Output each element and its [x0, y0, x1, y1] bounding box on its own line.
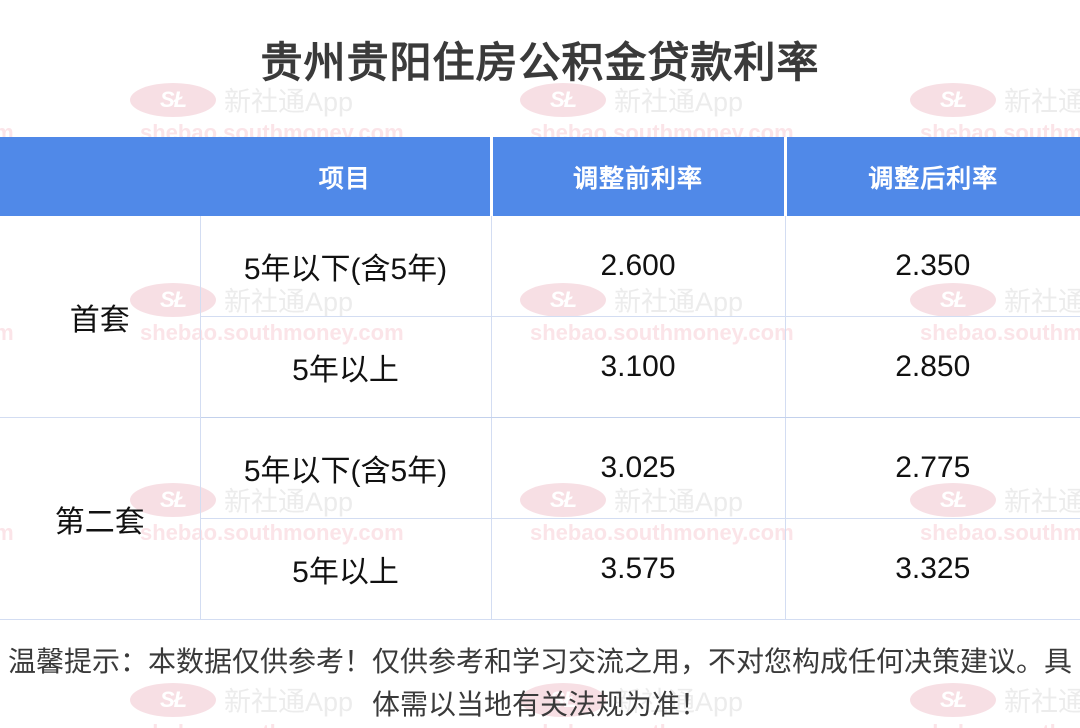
table-row: 5年以上 3.100 2.850 [0, 316, 1080, 418]
column-header-group-spacer [0, 137, 200, 216]
cell-loan-term: 5年以下(含5年) [200, 417, 492, 519]
table-header: 项目 调整前利率 调整后利率 [0, 137, 1080, 216]
cell-rate-after: 2.775 [785, 417, 1080, 519]
cell-loan-term: 5年以下(含5年) [200, 216, 492, 317]
table-row: 首套 5年以下(含5年) 2.600 2.350 [0, 216, 1080, 418]
cell-rate-before: 2.600 [491, 216, 786, 317]
cell-rate-before: 3.025 [491, 417, 786, 519]
table-row: 第二套 5年以下(含5年) 3.025 2.775 [0, 417, 1080, 620]
row-group-label: 第二套 [0, 417, 201, 620]
cell-rate-after: 3.325 [785, 518, 1080, 620]
table-body: 首套 5年以下(含5年) 2.600 2.350 5年以上 3.100 2.850 第二套 5年… [0, 216, 1080, 620]
page-title: 贵州贵阳住房公积金贷款利率 [260, 39, 820, 86]
cell-loan-term: 5年以上 [200, 518, 492, 620]
cell-rate-before: 3.575 [491, 518, 786, 620]
footer-disclaimer: 温馨提示：本数据仅供参考！仅供参考和学习交流之用，不对您构成任何决策建议。具体需… [7, 646, 1072, 720]
row-group-label: 首套 [0, 216, 201, 418]
cell-rate-after: 2.850 [785, 316, 1080, 418]
housing-fund-rate-table: 项目 调整前利率 调整后利率 首套 5年以下(含5年) 2.600 2.350 5年以上… [0, 137, 1080, 620]
cell-rate-after: 2.350 [785, 216, 1080, 317]
cell-loan-term: 5年以上 [200, 316, 492, 418]
table-header-row: 项目 调整前利率 调整后利率 [0, 137, 1080, 216]
column-header-before-rate: 调整前利率 [491, 137, 787, 216]
column-header-item: 项目 [200, 137, 493, 216]
cell-rate-before: 3.100 [491, 316, 786, 418]
column-header-after-rate: 调整后利率 [785, 137, 1080, 216]
table-row: 5年以上 3.575 3.325 [0, 518, 1080, 620]
